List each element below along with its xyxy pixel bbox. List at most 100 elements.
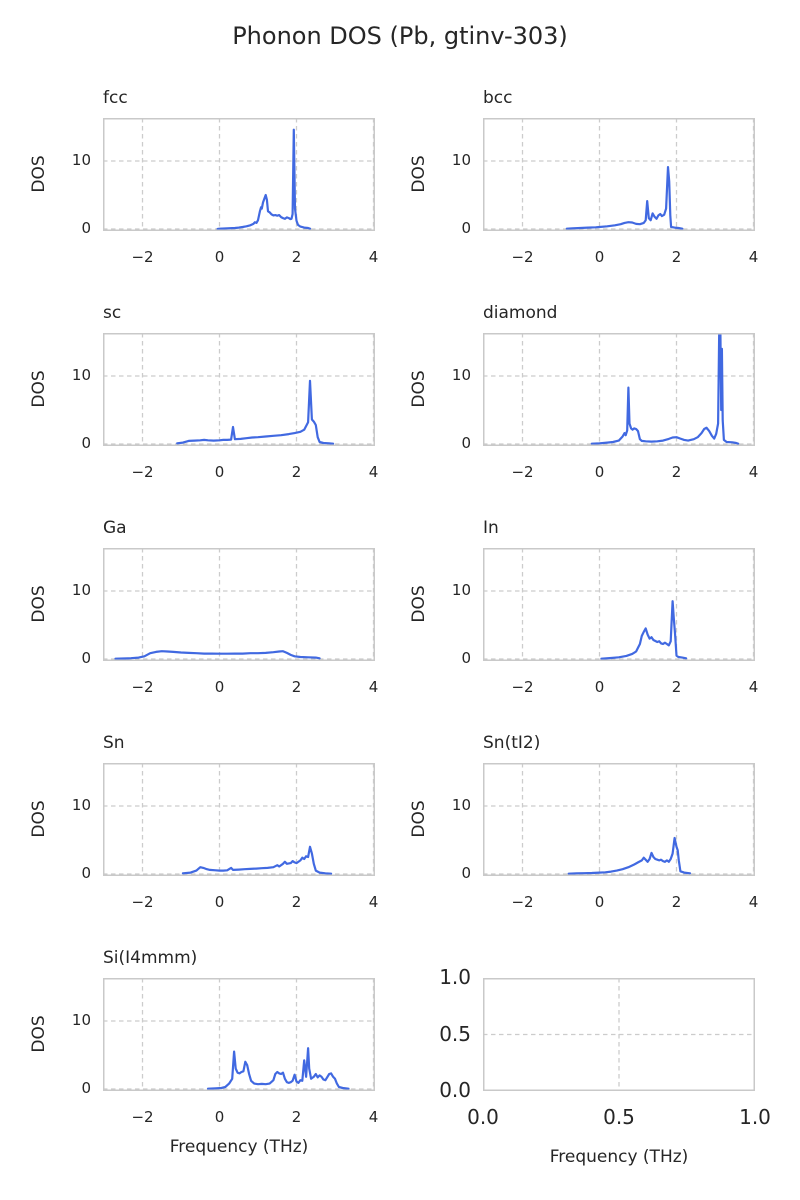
x-tick: 4: [368, 248, 379, 266]
subplot-title-bcc: bcc: [483, 88, 513, 108]
plot-area-bcc: [483, 118, 755, 231]
x-tick: −2: [511, 463, 534, 481]
axes-border: [483, 118, 755, 231]
subplot-title-sc: sc: [103, 303, 122, 323]
x-axis-label: Frequency (THz): [549, 1147, 689, 1167]
y-tick: 0: [81, 864, 91, 882]
subplot-title-sn-ti2: Sn(tI2): [483, 733, 541, 753]
x-tick: 2: [671, 463, 682, 481]
x-tick: 0: [594, 678, 605, 696]
dos-curve-sn-ti2: [567, 836, 692, 875]
plot-area-in: [483, 548, 755, 661]
x-tick: 0: [594, 463, 605, 481]
plot-area-ga: [103, 548, 375, 661]
x-tick: 4: [368, 463, 379, 481]
x-tick: 4: [748, 893, 759, 911]
x-tick: 0: [214, 248, 225, 266]
x-tick: 2: [291, 893, 302, 911]
axes-border: [103, 548, 375, 661]
y-tick: 10: [71, 581, 91, 599]
y-axis-label: DOS: [409, 155, 429, 193]
dos-curve-ga: [114, 650, 321, 660]
dos-curve-bcc: [565, 165, 684, 230]
x-tick: −2: [131, 678, 154, 696]
y-tick: 0: [461, 864, 471, 882]
y-tick: 0: [81, 649, 91, 667]
x-tick: 0: [214, 1108, 225, 1126]
x-tick: 4: [748, 463, 759, 481]
axes-border: [483, 548, 755, 661]
dos-curve-sn: [181, 845, 333, 875]
x-tick: 0: [594, 893, 605, 911]
y-axis-label: DOS: [29, 155, 49, 193]
dos-curve-si-i4mmm: [206, 1047, 350, 1090]
subplot-title-in: In: [483, 518, 499, 538]
plot-area-fcc: [103, 118, 375, 231]
subplot-title-diamond: diamond: [483, 303, 558, 323]
x-tick: 2: [671, 893, 682, 911]
axes-border: [103, 978, 375, 1091]
y-axis-label: DOS: [29, 1015, 49, 1053]
dos-curve-in: [600, 600, 688, 660]
y-tick: 0.0: [439, 1078, 471, 1102]
y-tick: 0: [81, 434, 91, 452]
axes-border: [103, 118, 375, 231]
x-tick: 2: [291, 248, 302, 266]
x-tick: −2: [131, 1108, 154, 1126]
axes-border: [483, 978, 755, 1091]
x-tick: 4: [368, 893, 379, 911]
x-tick: 4: [368, 1108, 379, 1126]
x-tick: 2: [291, 463, 302, 481]
y-tick: 10: [71, 796, 91, 814]
y-tick: 10: [451, 581, 471, 599]
x-tick: 0: [214, 678, 225, 696]
y-tick: 0: [461, 434, 471, 452]
x-tick: 0: [214, 463, 225, 481]
figure-title: Phonon DOS (Pb, gtinv-303): [232, 22, 568, 50]
x-tick: 0.0: [467, 1105, 499, 1129]
plot-area-sn-ti2: [483, 763, 755, 876]
dos-curve-diamond: [590, 333, 740, 445]
plot-area-empty: [483, 978, 755, 1091]
y-tick: 10: [451, 151, 471, 169]
x-tick: 1.0: [739, 1105, 771, 1129]
y-axis-label: DOS: [29, 370, 49, 408]
x-tick: −2: [511, 893, 534, 911]
axes-border: [103, 763, 375, 876]
subplot-title-si-i4mmm: Si(I4mmm): [103, 948, 198, 968]
x-tick: 4: [748, 248, 759, 266]
y-tick: 0: [461, 219, 471, 237]
y-axis-label: DOS: [409, 800, 429, 838]
y-tick: 10: [71, 366, 91, 384]
plot-area-sn: [103, 763, 375, 876]
y-tick: 10: [71, 151, 91, 169]
x-tick: 0: [594, 248, 605, 266]
x-tick: −2: [511, 678, 534, 696]
x-tick: −2: [511, 248, 534, 266]
dos-curve-fcc: [216, 128, 312, 231]
y-tick: 1.0: [439, 965, 471, 989]
y-axis-label: DOS: [29, 585, 49, 623]
y-tick: 0: [81, 1079, 91, 1097]
x-tick: −2: [131, 893, 154, 911]
x-tick: 2: [291, 678, 302, 696]
subplot-title-ga: Ga: [103, 518, 127, 538]
axes-border: [483, 333, 755, 446]
x-tick: 4: [748, 678, 759, 696]
axes-border: [483, 763, 755, 876]
dos-curve-sc: [176, 379, 335, 445]
y-tick: 10: [451, 366, 471, 384]
subplot-title-fcc: fcc: [103, 88, 128, 108]
x-tick: 4: [368, 678, 379, 696]
y-axis-label: DOS: [29, 800, 49, 838]
x-tick: −2: [131, 463, 154, 481]
plot-area-diamond: [483, 333, 755, 446]
y-tick: 0: [461, 649, 471, 667]
x-tick: −2: [131, 248, 154, 266]
y-tick: 0.5: [439, 1021, 471, 1046]
axes-border: [103, 333, 375, 446]
x-tick: 2: [671, 248, 682, 266]
x-tick: 0.5: [603, 1105, 635, 1129]
y-tick: 10: [71, 1011, 91, 1029]
